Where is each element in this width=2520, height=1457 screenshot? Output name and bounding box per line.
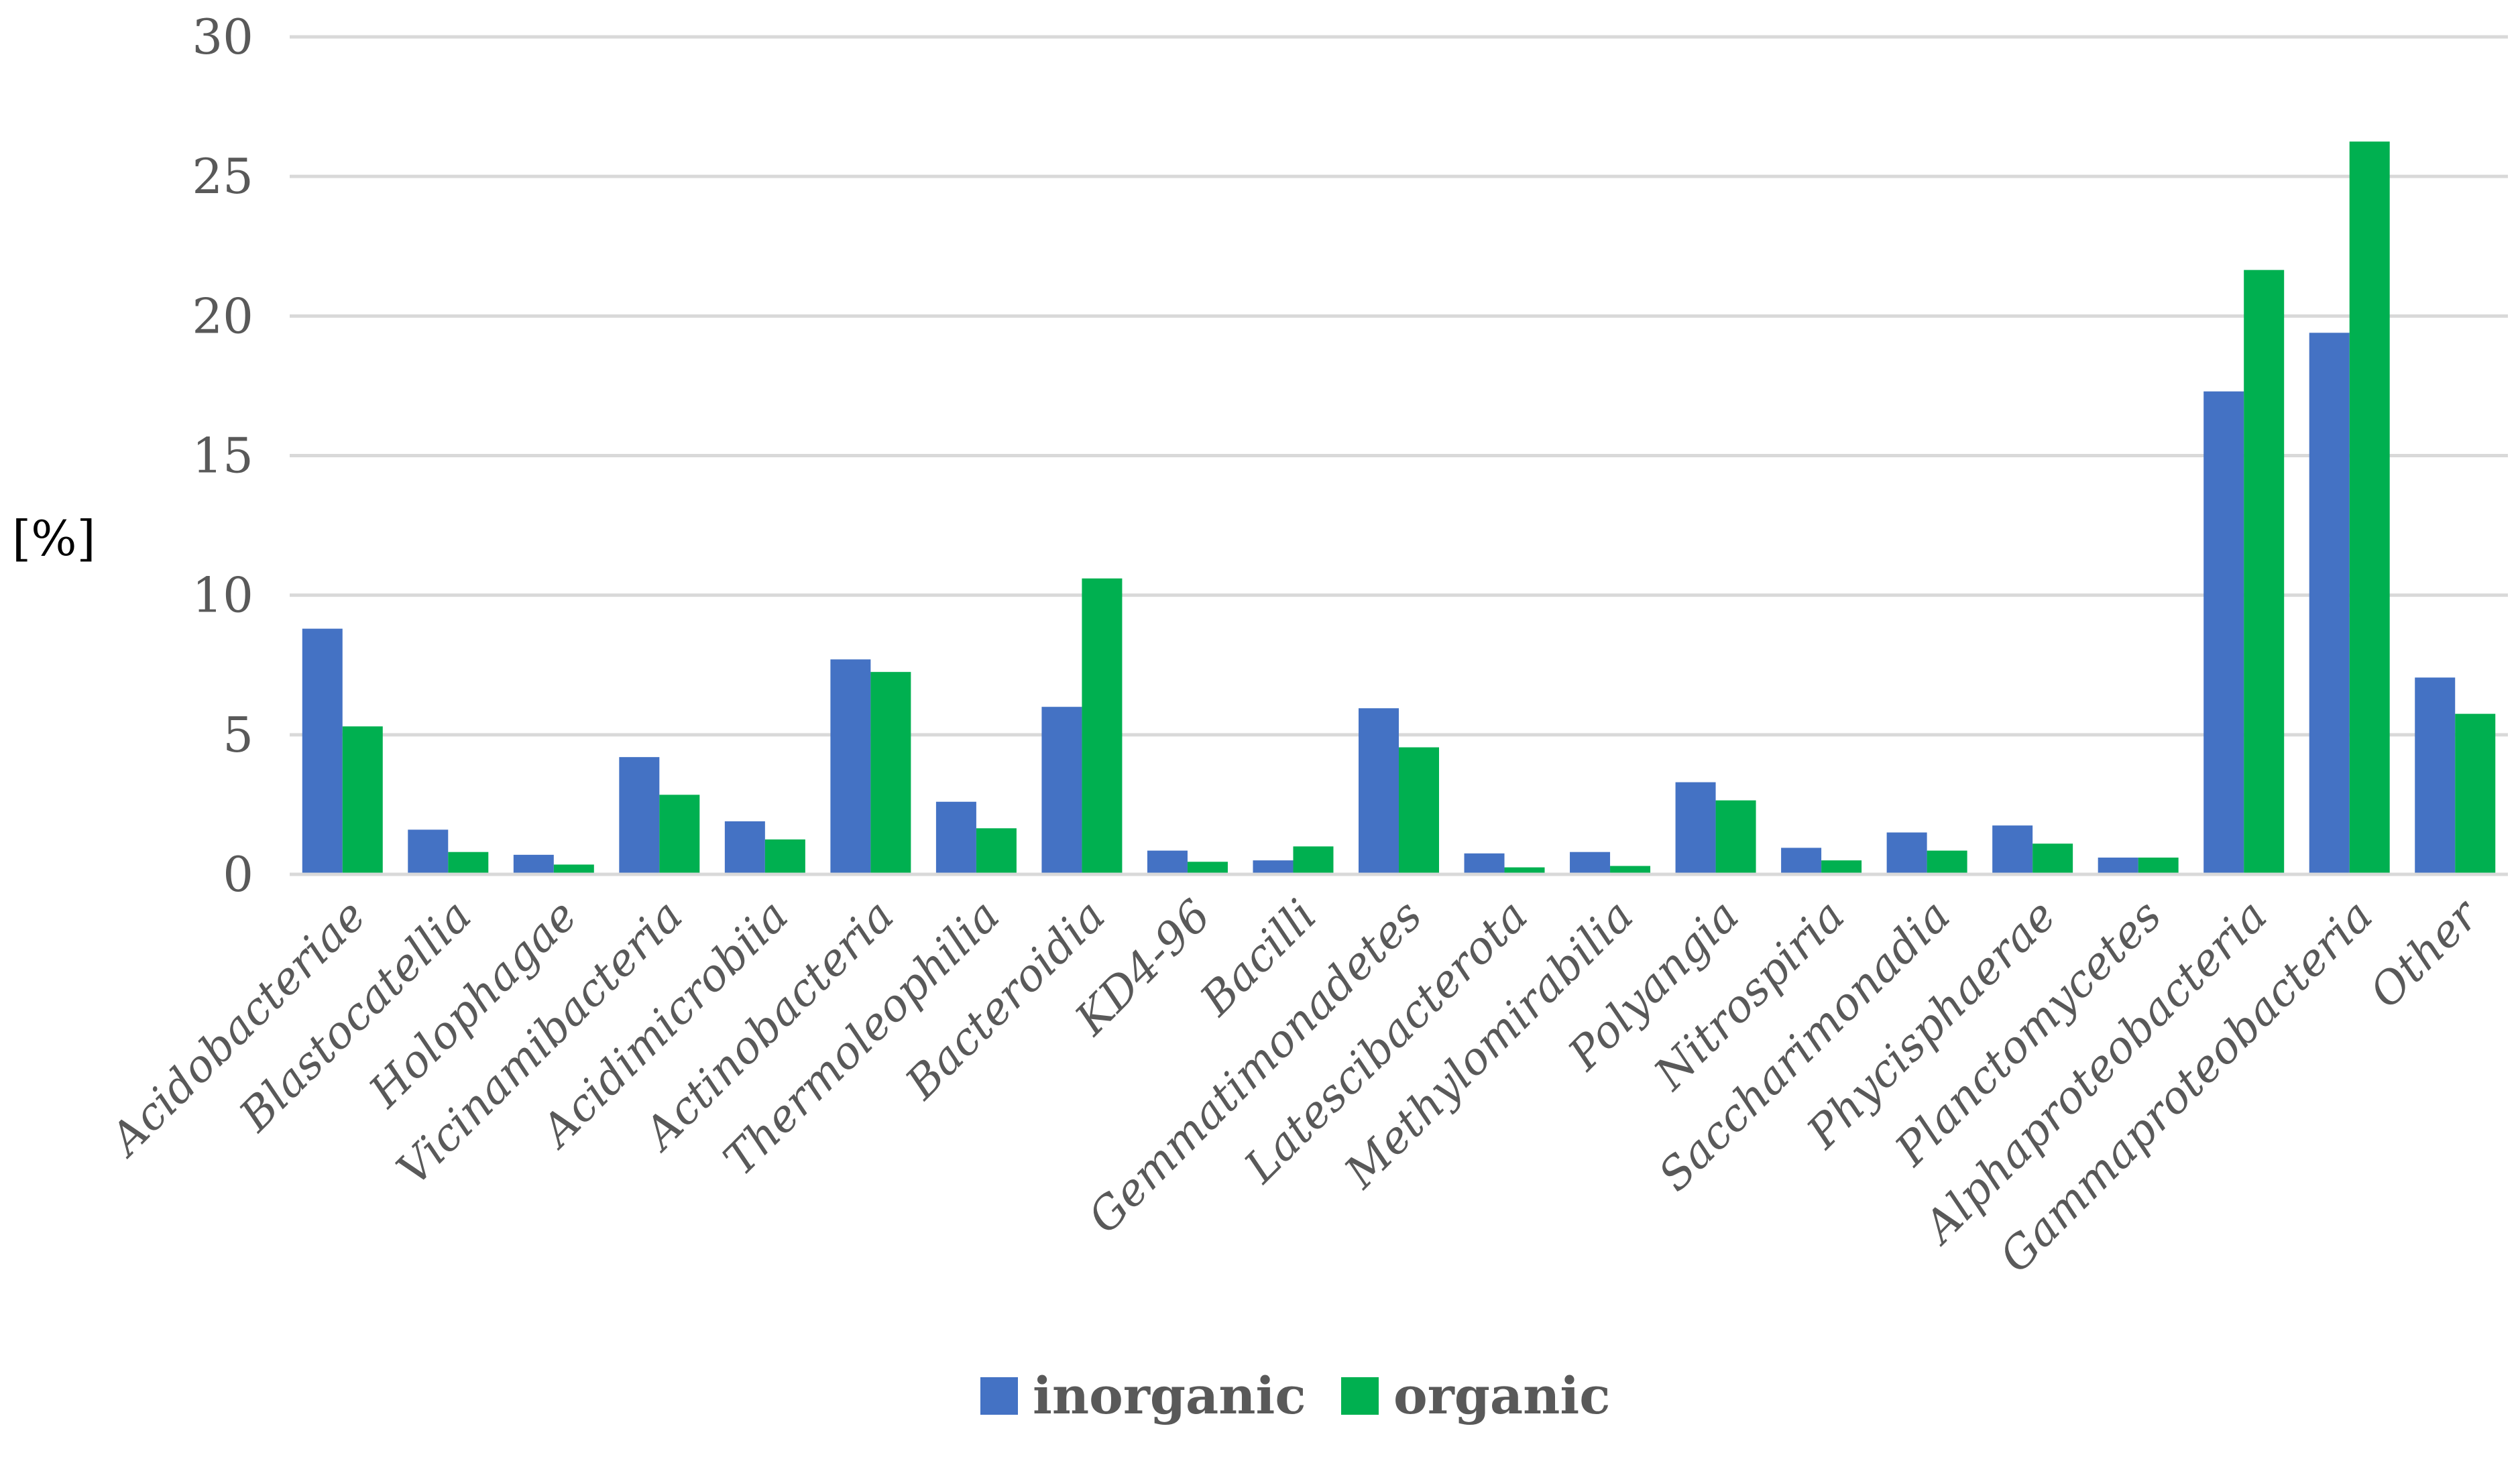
bar-inorganic-polyangia <box>1675 782 1716 874</box>
bar-organic-vicinamibacteria <box>659 795 700 874</box>
bar-organic-bacilli <box>1293 846 1334 874</box>
bar-organic-bacteroidia <box>1082 578 1123 874</box>
bar-organic-holophagae <box>553 864 594 874</box>
bar-organic-acidimicrobiia <box>764 839 805 874</box>
legend-swatch-inorganic <box>980 1377 1018 1415</box>
legend: inorganic organic <box>980 1366 1611 1425</box>
bar-inorganic-acidimicrobiia <box>724 821 765 874</box>
gridlines <box>290 35 2508 876</box>
y-tick-label: 25 <box>192 148 253 205</box>
bar-inorganic-nitrospiria <box>1781 848 1822 874</box>
bar-organic-methylomirabilia <box>1610 866 1651 874</box>
bar-organic-nitrospiria <box>1821 860 1862 874</box>
bar-organic-gammaproteobacteria <box>2349 141 2390 874</box>
bar-inorganic-holophagae <box>513 854 554 874</box>
bar-organic-gemmatimonadetes <box>1399 747 1439 874</box>
x-axis-ticks: AcidobacteriaeBlastocatelliaHolophagaeVi… <box>98 888 2490 1282</box>
bar-organic-alphaproteobacteria <box>2244 270 2285 875</box>
bar-organic-actinobacteria <box>870 672 911 874</box>
bar-inorganic-actinobacteria <box>830 659 871 874</box>
bar-inorganic-phycisphaerae <box>1992 825 2033 874</box>
bar-organic-blastocatellia <box>448 852 489 874</box>
bar-inorganic-blastocatellia <box>408 829 449 874</box>
bar-organic-saccharimonadia <box>1927 850 1967 874</box>
bar-organic-other <box>2455 713 2496 874</box>
bar-inorganic-gemmatimonadetes <box>1359 708 1399 874</box>
bar-inorganic-saccharimonadia <box>1886 832 1927 874</box>
bar-organic-phycisphaerae <box>2032 843 2073 874</box>
bar-inorganic-bacteroidia <box>1041 707 1082 874</box>
bar-inorganic-latescibacterota <box>1464 853 1505 874</box>
bar-inorganic-kd4-96 <box>1147 850 1188 874</box>
y-axis-ticks: 0 5 10 15 20 25 30 <box>192 9 253 902</box>
bar-organic-thermoleophilia <box>976 828 1017 874</box>
x-tick-label: Other <box>2360 888 2490 1018</box>
bar-inorganic-other <box>2415 677 2456 874</box>
y-tick-label: 5 <box>223 707 253 763</box>
y-axis-label: [%] <box>12 510 96 567</box>
bar-organic-acidobacteriae <box>342 726 383 874</box>
bar-organic-polyangia <box>1715 800 1756 874</box>
y-tick-label: 0 <box>223 846 253 902</box>
legend-label-organic: organic <box>1393 1366 1611 1425</box>
bar-organic-latescibacterota <box>1504 867 1545 874</box>
bar-inorganic-methylomirabilia <box>1570 852 1611 874</box>
bar-inorganic-thermoleophilia <box>935 801 976 874</box>
legend-label-inorganic: inorganic <box>1033 1366 1306 1425</box>
bar-inorganic-bacilli <box>1253 860 1294 874</box>
y-tick-label: 30 <box>192 9 253 65</box>
y-tick-label: 15 <box>192 428 253 484</box>
bars <box>290 141 2508 876</box>
bar-organic-kd4-96 <box>1187 862 1228 874</box>
legend-swatch-organic <box>1341 1377 1379 1415</box>
y-tick-label: 10 <box>192 567 253 624</box>
bar-inorganic-acidobacteriae <box>302 628 343 874</box>
bar-organic-planctomycetes <box>2138 858 2179 874</box>
y-tick-label: 20 <box>192 288 253 344</box>
bar-inorganic-vicinamibacteria <box>619 757 660 874</box>
bar-inorganic-planctomycetes <box>2098 858 2138 874</box>
bar-inorganic-gammaproteobacteria <box>2309 333 2350 874</box>
bar-inorganic-alphaproteobacteria <box>2203 391 2244 874</box>
